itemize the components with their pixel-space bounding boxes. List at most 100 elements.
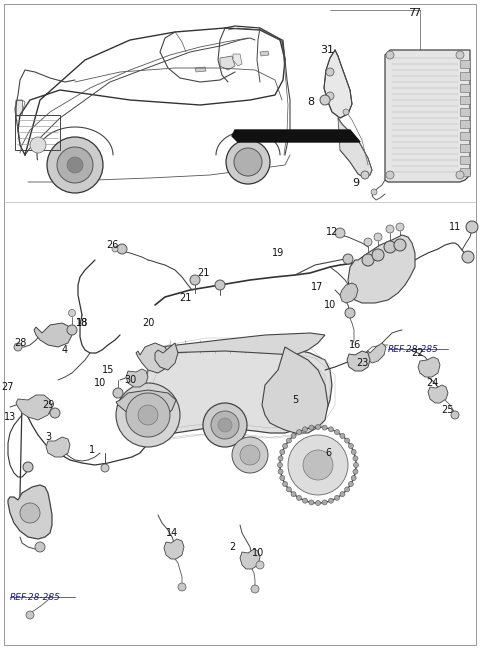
- Text: 26: 26: [106, 240, 118, 250]
- Polygon shape: [34, 323, 72, 347]
- Polygon shape: [460, 60, 470, 68]
- Circle shape: [372, 249, 384, 261]
- Circle shape: [20, 503, 40, 523]
- Circle shape: [326, 68, 334, 76]
- Circle shape: [67, 325, 77, 335]
- Text: 9: 9: [352, 178, 359, 188]
- Circle shape: [343, 109, 349, 115]
- Circle shape: [335, 495, 339, 500]
- Circle shape: [345, 308, 355, 318]
- Circle shape: [283, 482, 288, 487]
- Circle shape: [288, 435, 348, 495]
- Circle shape: [309, 500, 314, 505]
- Circle shape: [57, 147, 93, 183]
- Circle shape: [335, 430, 339, 435]
- Circle shape: [14, 343, 22, 351]
- Text: 14: 14: [166, 528, 178, 538]
- Circle shape: [303, 450, 333, 480]
- Polygon shape: [46, 437, 70, 457]
- Text: 1: 1: [89, 445, 95, 455]
- Circle shape: [353, 463, 359, 467]
- Circle shape: [335, 228, 345, 238]
- Circle shape: [361, 171, 369, 179]
- Circle shape: [345, 487, 349, 492]
- Polygon shape: [338, 118, 372, 178]
- Polygon shape: [195, 67, 206, 72]
- Circle shape: [396, 223, 404, 231]
- Circle shape: [203, 403, 247, 447]
- Circle shape: [277, 463, 283, 467]
- Text: REF.28-285: REF.28-285: [388, 345, 439, 354]
- Polygon shape: [260, 51, 269, 56]
- Circle shape: [322, 500, 327, 505]
- Text: 20: 20: [142, 318, 154, 328]
- Text: 21: 21: [179, 293, 191, 303]
- Circle shape: [256, 561, 264, 569]
- Text: 25: 25: [442, 405, 454, 415]
- Text: 4: 4: [62, 345, 68, 355]
- Text: 5: 5: [292, 395, 298, 405]
- Polygon shape: [8, 485, 52, 539]
- Circle shape: [386, 51, 394, 59]
- Circle shape: [26, 611, 34, 619]
- Circle shape: [291, 434, 296, 438]
- Polygon shape: [348, 235, 415, 303]
- Circle shape: [320, 95, 330, 105]
- Circle shape: [226, 140, 270, 184]
- Circle shape: [348, 443, 353, 448]
- Circle shape: [117, 244, 127, 254]
- Text: 3: 3: [45, 432, 51, 442]
- Text: 17: 17: [311, 282, 323, 292]
- Polygon shape: [460, 108, 470, 116]
- Polygon shape: [418, 357, 440, 377]
- Circle shape: [315, 424, 321, 430]
- Polygon shape: [340, 283, 358, 303]
- Polygon shape: [126, 369, 148, 387]
- Text: 15: 15: [102, 365, 114, 375]
- Polygon shape: [164, 539, 184, 559]
- Polygon shape: [145, 341, 332, 435]
- Circle shape: [374, 233, 382, 241]
- Circle shape: [386, 225, 394, 233]
- Polygon shape: [347, 351, 370, 371]
- Circle shape: [362, 254, 374, 266]
- Text: 29: 29: [42, 400, 54, 410]
- Circle shape: [67, 157, 83, 173]
- Circle shape: [394, 239, 406, 251]
- Polygon shape: [460, 144, 470, 152]
- Circle shape: [328, 427, 334, 432]
- Circle shape: [345, 438, 349, 443]
- Circle shape: [322, 425, 327, 430]
- Text: 6: 6: [325, 448, 331, 458]
- Circle shape: [190, 275, 200, 285]
- Circle shape: [113, 388, 123, 398]
- Circle shape: [251, 585, 259, 593]
- Text: 30: 30: [124, 375, 136, 385]
- Circle shape: [343, 254, 353, 264]
- Circle shape: [218, 418, 232, 432]
- Circle shape: [340, 434, 345, 438]
- Circle shape: [278, 456, 283, 461]
- Circle shape: [211, 411, 239, 439]
- Text: 19: 19: [272, 248, 284, 258]
- Circle shape: [234, 148, 262, 176]
- Circle shape: [340, 491, 345, 496]
- Text: 8: 8: [307, 97, 314, 107]
- Text: 2: 2: [229, 542, 235, 552]
- Circle shape: [240, 445, 260, 465]
- Text: 27: 27: [2, 382, 14, 392]
- Polygon shape: [428, 385, 448, 403]
- Circle shape: [309, 425, 314, 430]
- Circle shape: [283, 443, 288, 448]
- Polygon shape: [116, 390, 176, 425]
- Circle shape: [351, 476, 356, 480]
- Circle shape: [291, 491, 296, 496]
- Polygon shape: [460, 132, 470, 140]
- Polygon shape: [150, 333, 325, 370]
- Circle shape: [126, 393, 170, 437]
- Circle shape: [466, 221, 478, 233]
- Circle shape: [116, 383, 180, 447]
- Text: 22: 22: [412, 348, 424, 358]
- Circle shape: [348, 482, 353, 487]
- Text: 24: 24: [426, 378, 438, 388]
